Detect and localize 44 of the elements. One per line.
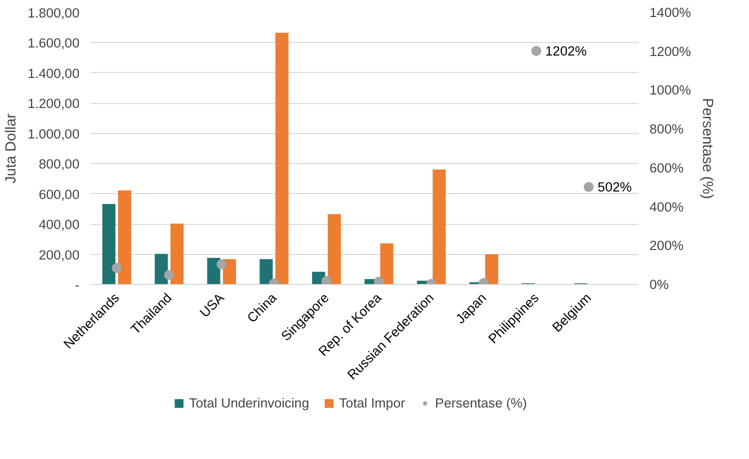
legend-label: Total Impor <box>339 396 406 410</box>
y-tick-label: 600,00 <box>38 186 80 202</box>
y-tick-label: 800,00 <box>38 156 80 172</box>
legend-label: Total Underinvoicing <box>189 396 310 410</box>
point <box>216 259 227 270</box>
y2-tick-label: 0% <box>650 277 669 292</box>
data-label: 502% <box>598 179 632 194</box>
y-tick-label: 400,00 <box>38 217 80 232</box>
y-tick-label: 1.200,00 <box>28 96 80 112</box>
bar <box>222 259 236 284</box>
bar <box>485 254 498 284</box>
point <box>584 182 594 192</box>
bar <box>118 190 132 284</box>
legend-label: Persentase (%) <box>435 396 527 410</box>
y2-tick-label: 1000% <box>650 82 692 98</box>
bar <box>102 204 116 284</box>
y-axis-title: Juta Dollar <box>4 113 20 184</box>
bar <box>432 170 446 284</box>
y2-axis-title: Persentase (%) <box>699 98 715 200</box>
bar <box>275 32 288 284</box>
y2-tick-label: 200% <box>650 238 684 254</box>
point <box>112 262 122 273</box>
point <box>164 270 174 280</box>
bar <box>170 224 184 284</box>
y-tick-label: 200,00 <box>38 247 80 262</box>
point <box>531 46 542 56</box>
y2-tick-label: 1200% <box>650 44 692 59</box>
bar <box>207 258 220 284</box>
y-tick-label: 1.600,00 <box>28 36 80 51</box>
y-tick-label: 1.000,00 <box>28 126 80 142</box>
y-tick-label: 1.400,00 <box>28 66 80 81</box>
point <box>321 276 332 284</box>
y2-tick-label: 400% <box>650 199 684 214</box>
y-tick-label: 1.800,00 <box>28 6 80 20</box>
bar <box>154 254 168 284</box>
y2-tick-label: 600% <box>650 160 684 176</box>
bar <box>380 243 394 284</box>
y-tick-label: - <box>75 278 80 292</box>
y2-tick-label: 1400% <box>650 5 692 20</box>
y2-tick-label: 800% <box>650 122 684 137</box>
bar <box>328 214 341 284</box>
bar <box>260 259 273 284</box>
data-label: 1202% <box>545 43 587 58</box>
x-tick-label: USA <box>196 290 227 320</box>
